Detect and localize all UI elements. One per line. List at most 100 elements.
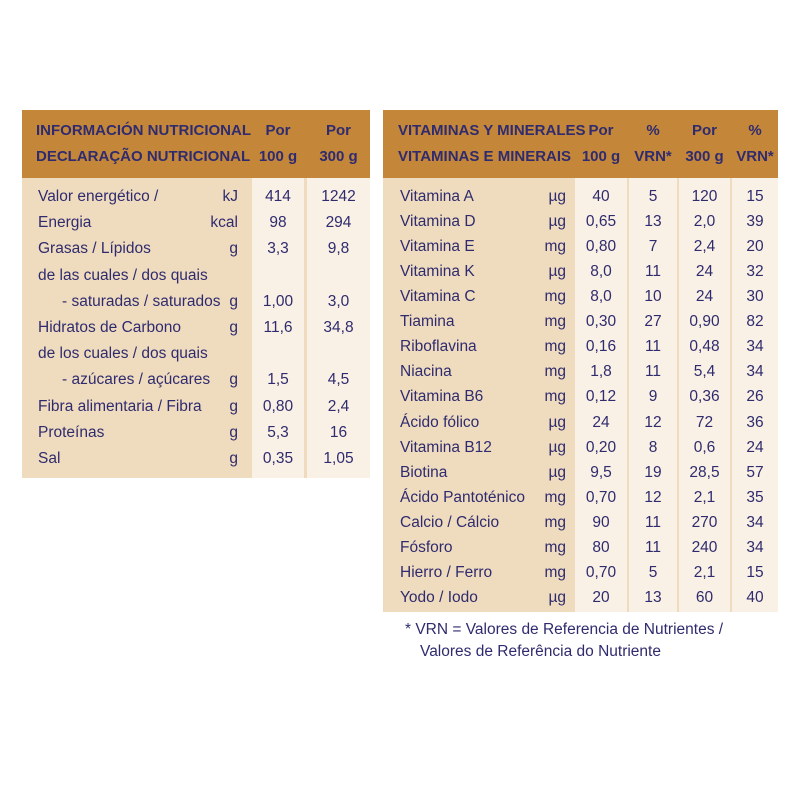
row-label: Niacina	[400, 363, 452, 381]
cell-value: 0,16	[585, 338, 617, 356]
row-label: Vitamina A	[400, 188, 474, 205]
row-label: Vitamina D	[400, 213, 476, 231]
column-header: %	[748, 122, 762, 139]
row-label: de las cuales / dos quais	[38, 266, 208, 284]
cell-value: 9,8	[327, 240, 350, 258]
unit: µg	[548, 213, 566, 231]
cell-value: 40	[592, 188, 610, 205]
cell-value: 39	[746, 213, 764, 231]
unit: mg	[544, 363, 566, 381]
cell-value: 80	[592, 538, 610, 556]
column-header: VRN*	[736, 148, 774, 165]
unit: mg	[544, 238, 566, 256]
cell-value: 30	[746, 288, 764, 306]
cell-value: 57	[746, 463, 764, 481]
cell-value: 1,8	[590, 363, 612, 381]
cell-value: 20	[592, 588, 610, 606]
cell-value: 0,70	[585, 563, 617, 581]
cell-value: 0,70	[585, 488, 617, 506]
unit: g	[229, 319, 238, 336]
cell-value: 10	[644, 288, 662, 306]
column-header: %	[646, 122, 660, 139]
cell-value: 13	[644, 588, 662, 606]
cell-value: 0,48	[689, 338, 720, 356]
value-column	[732, 178, 778, 612]
cell-value: 35	[746, 488, 764, 506]
cell-value: 9,5	[590, 463, 612, 481]
cell-value: 32	[746, 263, 764, 281]
row-label: Vitamina C	[400, 288, 476, 306]
row-label: Hierro / Ferro	[400, 563, 493, 581]
column-header: 300 g	[685, 148, 724, 165]
unit: g	[229, 292, 238, 310]
header-title: VITAMINAS Y MINERALES	[398, 122, 586, 139]
unit: g	[229, 450, 238, 467]
header-title: INFORMACIÓN NUTRICIONAL	[36, 122, 251, 139]
cell-value: 240	[691, 538, 718, 556]
header-title: DECLARAÇÃO NUTRICIONAL	[36, 148, 251, 165]
cell-value: 0,6	[693, 438, 716, 456]
cell-value: 294	[325, 214, 352, 232]
cell-value: 1,00	[262, 292, 294, 310]
column-header: 300 g	[319, 148, 358, 165]
unit: mg	[544, 513, 566, 531]
cell-value: 24	[695, 263, 714, 281]
footnote: Valores de Referência do Nutriente	[420, 643, 661, 660]
cell-value: 0,36	[689, 388, 720, 406]
header-band	[383, 110, 778, 178]
footnote: * VRN = Valores de Referencia de Nutrien…	[405, 621, 724, 638]
row-label: Riboflavina	[400, 338, 477, 356]
row-label: Calcio / Cálcio	[400, 513, 500, 531]
cell-value: 11	[644, 338, 662, 356]
row-label: - saturadas / saturados	[62, 292, 221, 310]
value-column	[679, 178, 730, 612]
cell-value: 5	[648, 188, 658, 205]
cell-value: 11	[644, 513, 662, 531]
unit: mg	[544, 563, 566, 581]
unit: g	[229, 423, 238, 441]
cell-value: 5,3	[267, 423, 289, 441]
cell-value: 2,0	[693, 213, 716, 231]
cell-value: 3,0	[327, 292, 350, 310]
value-column	[307, 178, 370, 478]
column-header: Por	[325, 122, 351, 139]
cell-value: 8	[648, 438, 658, 456]
row-label: Proteínas	[38, 423, 105, 441]
value-column	[629, 178, 677, 612]
cell-value: 9	[648, 388, 658, 406]
row-label: Vitamina B6	[400, 388, 484, 406]
cell-value: 1,05	[323, 450, 354, 467]
cell-value: 27	[644, 313, 662, 331]
cell-value: 1242	[321, 188, 356, 205]
row-label: Tiamina	[400, 313, 455, 331]
row-label: Hidratos de Carbono	[38, 319, 182, 336]
unit: mg	[544, 388, 566, 406]
row-label: Fósforo	[400, 538, 453, 556]
unit: mg	[544, 338, 566, 356]
cell-value: 3,3	[267, 240, 289, 258]
cell-value: 12	[644, 488, 662, 506]
cell-value: 15	[746, 188, 764, 205]
row-label: Vitamina B12	[400, 438, 492, 456]
row-label: Ácido fólico	[400, 413, 480, 431]
row-label: - azúcares / açúcares	[62, 371, 211, 389]
cell-value: 24	[695, 288, 714, 306]
cell-value: 0,30	[585, 313, 617, 331]
row-label: de los cuales / dos quais	[38, 345, 208, 363]
cell-value: 2,1	[693, 563, 716, 581]
cell-value: 414	[265, 188, 291, 205]
cell-value: 11	[644, 363, 662, 381]
cell-value: 12	[644, 413, 662, 431]
cell-value: 15	[746, 563, 764, 581]
cell-value: 0,20	[585, 438, 617, 456]
cell-value: 40	[746, 588, 764, 606]
row-label: Grasas / Lípidos	[38, 240, 151, 258]
cell-value: 34	[746, 363, 764, 381]
cell-value: 11	[644, 538, 662, 556]
cell-value: 120	[691, 188, 718, 205]
unit: kJ	[222, 188, 239, 205]
cell-value: 0,65	[585, 213, 617, 231]
unit: µg	[548, 188, 566, 205]
value-column	[252, 178, 304, 478]
